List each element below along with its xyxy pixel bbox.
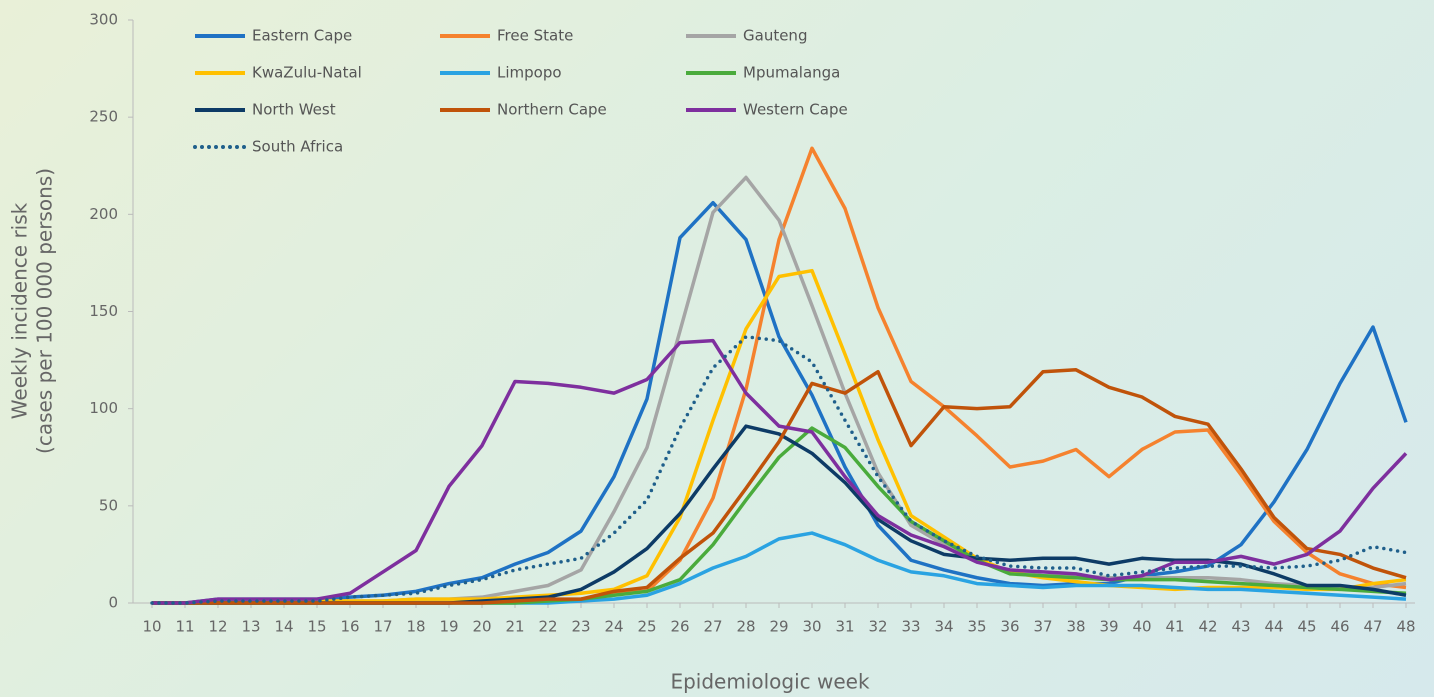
x-tick-label: 40 [1132, 618, 1151, 636]
x-tick-label: 18 [406, 618, 425, 636]
x-tick-label: 11 [175, 618, 194, 636]
x-tick-label: 36 [1000, 618, 1019, 636]
x-tick-label: 45 [1297, 618, 1316, 636]
y-tick-label: 300 [89, 11, 118, 29]
x-tick-label: 12 [208, 618, 227, 636]
x-tick-label: 28 [736, 618, 755, 636]
x-tick-label: 14 [274, 618, 293, 636]
x-tick-label: 37 [1033, 618, 1052, 636]
x-tick-label: 20 [472, 618, 491, 636]
x-tick-label: 41 [1165, 618, 1184, 636]
x-tick-label: 32 [868, 618, 887, 636]
x-tick-label: 48 [1396, 618, 1415, 636]
y-tick-label: 250 [89, 108, 118, 126]
x-tick-label: 39 [1099, 618, 1118, 636]
legend-label: Western Cape [743, 101, 848, 119]
legend-label: North West [252, 101, 336, 119]
series-line [152, 338, 1408, 605]
x-tick-label: 17 [373, 618, 392, 636]
y-tick-label: 50 [99, 496, 118, 514]
x-tick-label: 13 [241, 618, 260, 636]
x-tick-label: 23 [571, 618, 590, 636]
x-tick-label: 34 [934, 618, 953, 636]
legend-label: KwaZulu-Natal [252, 64, 362, 82]
x-tick-label: 44 [1264, 618, 1283, 636]
legend-label: Northern Cape [497, 101, 607, 119]
legend-label: South Africa [252, 138, 343, 156]
legend-label: Eastern Cape [252, 27, 352, 45]
x-tick-label: 22 [538, 618, 557, 636]
x-tick-label: 10 [142, 618, 161, 636]
x-tick-label: 26 [670, 618, 689, 636]
legend-label: Free State [497, 27, 573, 45]
x-tick-label: 42 [1198, 618, 1217, 636]
x-axis-title: Epidemiologic week [670, 670, 870, 694]
x-tick-label: 27 [703, 618, 722, 636]
x-tick-label: 33 [901, 618, 920, 636]
series-line [152, 146, 1407, 605]
y-tick-label: 0 [108, 594, 118, 612]
x-tick-label: 16 [340, 618, 359, 636]
y-tick-label: 100 [89, 399, 118, 417]
series-line [152, 368, 1407, 605]
series-line [150, 335, 1408, 605]
x-tick-label: 30 [802, 618, 821, 636]
legend-label: Gauteng [743, 27, 807, 45]
y-tick-label: 200 [89, 205, 118, 223]
x-tick-label: 29 [769, 618, 788, 636]
x-tick-label: 19 [439, 618, 458, 636]
x-tick-label: 47 [1363, 618, 1382, 636]
legend-label: Mpumalanga [743, 64, 840, 82]
y-tick-label: 150 [89, 302, 118, 320]
x-tick-label: 24 [604, 618, 623, 636]
x-tick-label: 21 [505, 618, 524, 636]
series-line [152, 424, 1407, 605]
x-tick-label: 46 [1330, 618, 1349, 636]
x-tick-label: 31 [835, 618, 854, 636]
legend-label: Limpopo [497, 64, 562, 82]
x-tick-label: 35 [967, 618, 986, 636]
x-tick-label: 38 [1066, 618, 1085, 636]
series-line [152, 200, 1408, 605]
x-tick-label: 25 [637, 618, 656, 636]
x-tick-label: 43 [1231, 618, 1250, 636]
x-tick-label: 15 [307, 618, 326, 636]
y-axis-title: (cases per 100 000 persons) [33, 168, 57, 454]
series-line [152, 531, 1407, 605]
y-axis-title: Weekly incidence risk [8, 202, 32, 419]
